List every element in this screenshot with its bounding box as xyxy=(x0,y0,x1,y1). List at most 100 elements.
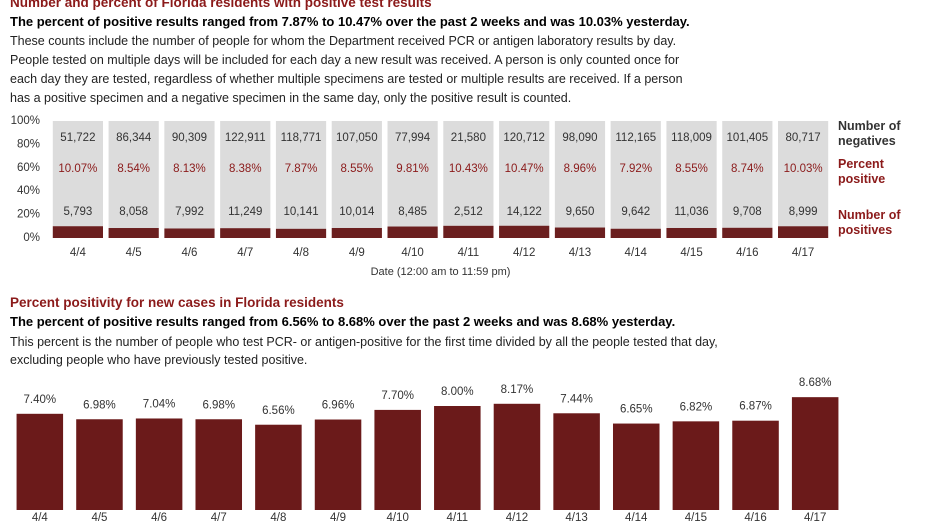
bar xyxy=(16,413,64,510)
x-tick-label: 4/8 xyxy=(293,247,309,259)
data-label: 77,994 xyxy=(395,132,431,144)
bar-segment xyxy=(164,228,215,238)
x-tick-label: 4/15 xyxy=(685,512,707,524)
bar-segment xyxy=(610,121,661,229)
x-tick-label: 4/16 xyxy=(736,247,758,259)
bar-segment xyxy=(108,228,159,238)
bar xyxy=(493,403,541,510)
data-label: 6.56% xyxy=(262,405,295,417)
chart-title: Number and percent of Florida residents … xyxy=(10,0,432,10)
x-tick-label: 4/4 xyxy=(32,512,49,524)
bar-segment xyxy=(52,226,103,238)
data-label: 9.81% xyxy=(396,163,429,175)
x-tick-label: 4/17 xyxy=(792,247,814,259)
data-label: 14,122 xyxy=(507,206,542,218)
data-label: 10.07% xyxy=(58,163,97,175)
data-label: 8.13% xyxy=(173,163,206,175)
x-tick-label: 4/10 xyxy=(386,512,408,524)
x-tick-label: 4/11 xyxy=(458,247,480,259)
data-label: 11,249 xyxy=(228,206,262,218)
chart-subtitle: The percent of positive results ranged f… xyxy=(10,314,676,329)
bar xyxy=(791,397,839,510)
bar xyxy=(553,413,600,510)
data-label: 9,650 xyxy=(566,206,595,218)
bar-segment xyxy=(220,228,271,238)
y-tick-label: 80% xyxy=(17,138,40,150)
data-label: 9,642 xyxy=(621,206,650,218)
description-line: These counts include the number of peopl… xyxy=(10,34,677,48)
legend-label: Percent positive xyxy=(838,157,886,186)
y-tick-label: 60% xyxy=(17,162,40,174)
bar xyxy=(612,423,660,510)
data-label: 10.47% xyxy=(505,163,544,175)
data-label: 6.87% xyxy=(739,401,772,413)
data-label: 112,165 xyxy=(615,132,656,144)
data-label: 6.65% xyxy=(620,404,653,416)
description-line: excluding people who have previously tes… xyxy=(10,353,308,367)
x-tick-label: 4/6 xyxy=(151,512,167,524)
data-label: 7.44% xyxy=(560,393,593,405)
bar-segment xyxy=(220,121,271,229)
bar-segment xyxy=(610,228,661,238)
data-label: 6.96% xyxy=(322,400,355,412)
bar-segment xyxy=(387,226,438,238)
data-label: 51,722 xyxy=(60,132,95,144)
bar-segment xyxy=(52,121,103,227)
data-label: 7,992 xyxy=(175,206,204,218)
description-line: People tested on multiple days will be i… xyxy=(10,53,680,67)
x-tick-label: 4/16 xyxy=(744,512,766,524)
data-label: 122,911 xyxy=(225,132,266,144)
x-axis-label: Date (12:00 am to 11:59 pm) xyxy=(371,266,511,278)
bar-segment xyxy=(108,121,159,229)
x-tick-label: 4/17 xyxy=(804,512,826,524)
bar-segment xyxy=(164,121,215,229)
x-tick-label: 4/4 xyxy=(70,247,87,259)
x-tick-label: 4/7 xyxy=(237,247,253,259)
bar-segment xyxy=(778,121,829,227)
y-tick-label: 20% xyxy=(17,209,40,221)
bar-segment xyxy=(331,121,382,228)
bar xyxy=(314,419,362,510)
x-tick-label: 4/11 xyxy=(447,512,469,524)
y-tick-label: 100% xyxy=(11,115,40,127)
x-tick-label: 4/13 xyxy=(569,247,591,259)
x-tick-label: 4/7 xyxy=(211,512,227,524)
x-tick-label: 4/8 xyxy=(270,512,286,524)
bar xyxy=(135,418,183,510)
data-label: 5,793 xyxy=(64,206,93,218)
y-tick-label: 40% xyxy=(17,185,40,197)
x-tick-label: 4/9 xyxy=(330,512,346,524)
data-label: 6.82% xyxy=(680,401,713,413)
data-label: 7.70% xyxy=(381,390,414,402)
x-tick-label: 4/5 xyxy=(126,247,142,259)
x-tick-label: 4/14 xyxy=(625,512,648,524)
data-label: 8.00% xyxy=(441,386,474,398)
data-label: 10,014 xyxy=(339,206,375,218)
data-label: 10.43% xyxy=(449,163,488,175)
data-label: 107,050 xyxy=(336,132,378,144)
data-label: 8.55% xyxy=(675,163,708,175)
bar-segment xyxy=(722,121,773,228)
x-tick-label: 4/10 xyxy=(401,247,423,259)
data-label: 101,405 xyxy=(727,132,769,144)
chart-subtitle: The percent of positive results ranged f… xyxy=(10,14,690,29)
bar-segment xyxy=(499,121,550,226)
description-line: has a positive specimen and a negative s… xyxy=(10,91,572,105)
bar-segment xyxy=(666,121,717,228)
data-label: 118,771 xyxy=(281,132,322,144)
bar-segment xyxy=(554,227,606,238)
chart-title: Percent positivity for new cases in Flor… xyxy=(10,295,344,310)
bar xyxy=(374,409,421,510)
bar-segment xyxy=(499,225,550,238)
bar-segment xyxy=(778,226,829,238)
data-label: 8.96% xyxy=(564,163,597,175)
x-tick-label: 4/14 xyxy=(625,247,648,259)
data-label: 120,712 xyxy=(503,132,545,144)
data-label: 11,036 xyxy=(674,206,708,218)
bar xyxy=(255,424,302,510)
data-label: 8,999 xyxy=(789,206,818,218)
x-tick-label: 4/12 xyxy=(513,247,535,259)
data-label: 86,344 xyxy=(116,132,152,144)
